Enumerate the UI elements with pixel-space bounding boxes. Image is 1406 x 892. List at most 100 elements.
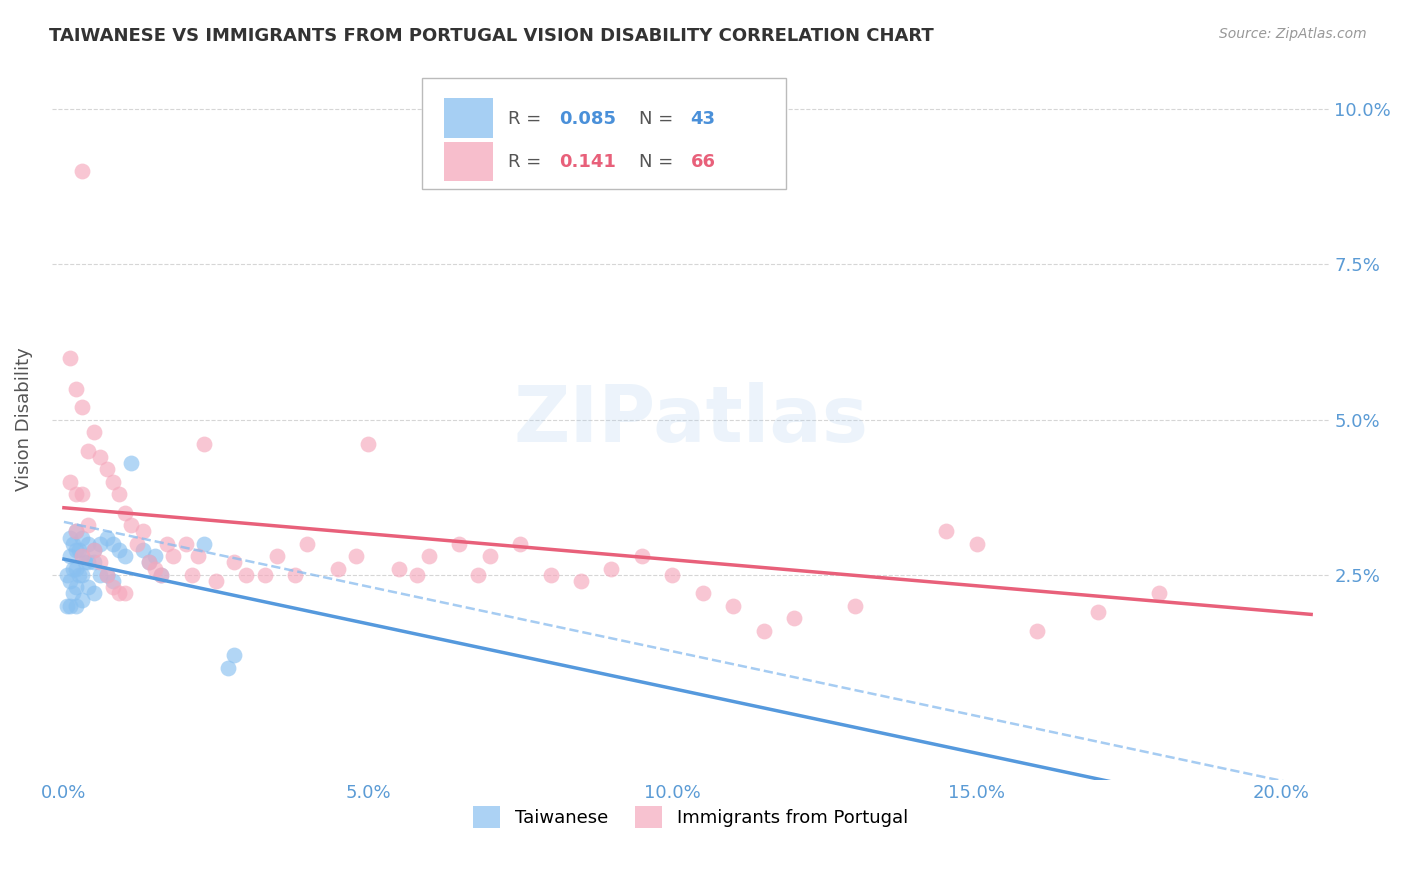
Point bbox=[107, 543, 129, 558]
Point bbox=[77, 518, 100, 533]
Point bbox=[101, 537, 124, 551]
Point bbox=[70, 549, 93, 563]
Point bbox=[180, 567, 202, 582]
Point bbox=[284, 567, 307, 582]
Point bbox=[478, 549, 501, 563]
Point bbox=[77, 443, 100, 458]
Point bbox=[101, 475, 124, 489]
Point bbox=[77, 580, 100, 594]
Point bbox=[120, 518, 142, 533]
Point bbox=[59, 531, 82, 545]
Point bbox=[661, 567, 683, 582]
Point bbox=[721, 599, 744, 613]
Point bbox=[1026, 624, 1049, 638]
Point bbox=[70, 531, 93, 545]
Point bbox=[56, 567, 79, 582]
Point bbox=[101, 580, 124, 594]
Point bbox=[75, 555, 97, 569]
Point bbox=[101, 574, 124, 588]
Text: 0.085: 0.085 bbox=[560, 110, 616, 128]
Text: 43: 43 bbox=[690, 110, 716, 128]
Point bbox=[89, 537, 111, 551]
Point bbox=[67, 567, 90, 582]
Point bbox=[114, 506, 136, 520]
Point bbox=[162, 549, 184, 563]
Point bbox=[540, 567, 562, 582]
Text: Source: ZipAtlas.com: Source: ZipAtlas.com bbox=[1219, 27, 1367, 41]
Point bbox=[59, 475, 82, 489]
Point bbox=[70, 567, 93, 582]
Point bbox=[138, 555, 160, 569]
Text: N =: N = bbox=[640, 110, 679, 128]
Y-axis label: Vision Disability: Vision Disability bbox=[15, 348, 32, 491]
Point bbox=[65, 487, 87, 501]
Point bbox=[132, 543, 155, 558]
Point bbox=[467, 567, 489, 582]
Point bbox=[59, 599, 82, 613]
Point bbox=[96, 462, 118, 476]
Point bbox=[138, 555, 160, 569]
Point bbox=[235, 567, 257, 582]
Point bbox=[132, 524, 155, 539]
Point bbox=[65, 382, 87, 396]
Point bbox=[62, 586, 84, 600]
Point bbox=[224, 648, 246, 663]
Point bbox=[187, 549, 209, 563]
Point bbox=[125, 537, 148, 551]
Point bbox=[449, 537, 471, 551]
FancyBboxPatch shape bbox=[422, 78, 786, 189]
Point bbox=[83, 543, 105, 558]
Point bbox=[65, 580, 87, 594]
Point bbox=[1147, 586, 1170, 600]
Text: TAIWANESE VS IMMIGRANTS FROM PORTUGAL VISION DISABILITY CORRELATION CHART: TAIWANESE VS IMMIGRANTS FROM PORTUGAL VI… bbox=[49, 27, 934, 45]
Point bbox=[752, 624, 775, 638]
Point bbox=[89, 450, 111, 464]
Point bbox=[844, 599, 866, 613]
Point bbox=[150, 567, 173, 582]
Text: N =: N = bbox=[640, 153, 679, 171]
Point bbox=[631, 549, 654, 563]
Point bbox=[297, 537, 319, 551]
Point bbox=[62, 537, 84, 551]
Point bbox=[59, 574, 82, 588]
FancyBboxPatch shape bbox=[444, 142, 492, 181]
Point bbox=[114, 586, 136, 600]
Point bbox=[150, 567, 173, 582]
Point bbox=[83, 555, 105, 569]
Point bbox=[569, 574, 592, 588]
Point bbox=[59, 351, 82, 365]
Point bbox=[65, 524, 87, 539]
Point bbox=[70, 400, 93, 414]
Point bbox=[89, 555, 111, 569]
Point bbox=[83, 586, 105, 600]
Point bbox=[56, 599, 79, 613]
Point bbox=[143, 549, 166, 563]
Text: R =: R = bbox=[508, 110, 547, 128]
Point bbox=[89, 567, 111, 582]
Point bbox=[405, 567, 427, 582]
Point bbox=[83, 425, 105, 439]
Point bbox=[70, 592, 93, 607]
Point bbox=[65, 599, 87, 613]
Point bbox=[266, 549, 288, 563]
Point bbox=[96, 567, 118, 582]
Point bbox=[205, 574, 228, 588]
Text: 0.141: 0.141 bbox=[560, 153, 616, 171]
Point bbox=[65, 543, 87, 558]
FancyBboxPatch shape bbox=[444, 98, 492, 138]
Point bbox=[62, 561, 84, 575]
Point bbox=[67, 543, 90, 558]
Text: R =: R = bbox=[508, 153, 553, 171]
Text: 66: 66 bbox=[690, 153, 716, 171]
Point bbox=[387, 561, 409, 575]
Point bbox=[77, 555, 100, 569]
Point bbox=[77, 537, 100, 551]
Point bbox=[600, 561, 623, 575]
Point bbox=[783, 611, 806, 625]
Point bbox=[217, 661, 239, 675]
Point bbox=[107, 586, 129, 600]
Point bbox=[70, 487, 93, 501]
Point bbox=[65, 524, 87, 539]
Point bbox=[193, 437, 215, 451]
Text: ZIPatlas: ZIPatlas bbox=[513, 382, 868, 458]
